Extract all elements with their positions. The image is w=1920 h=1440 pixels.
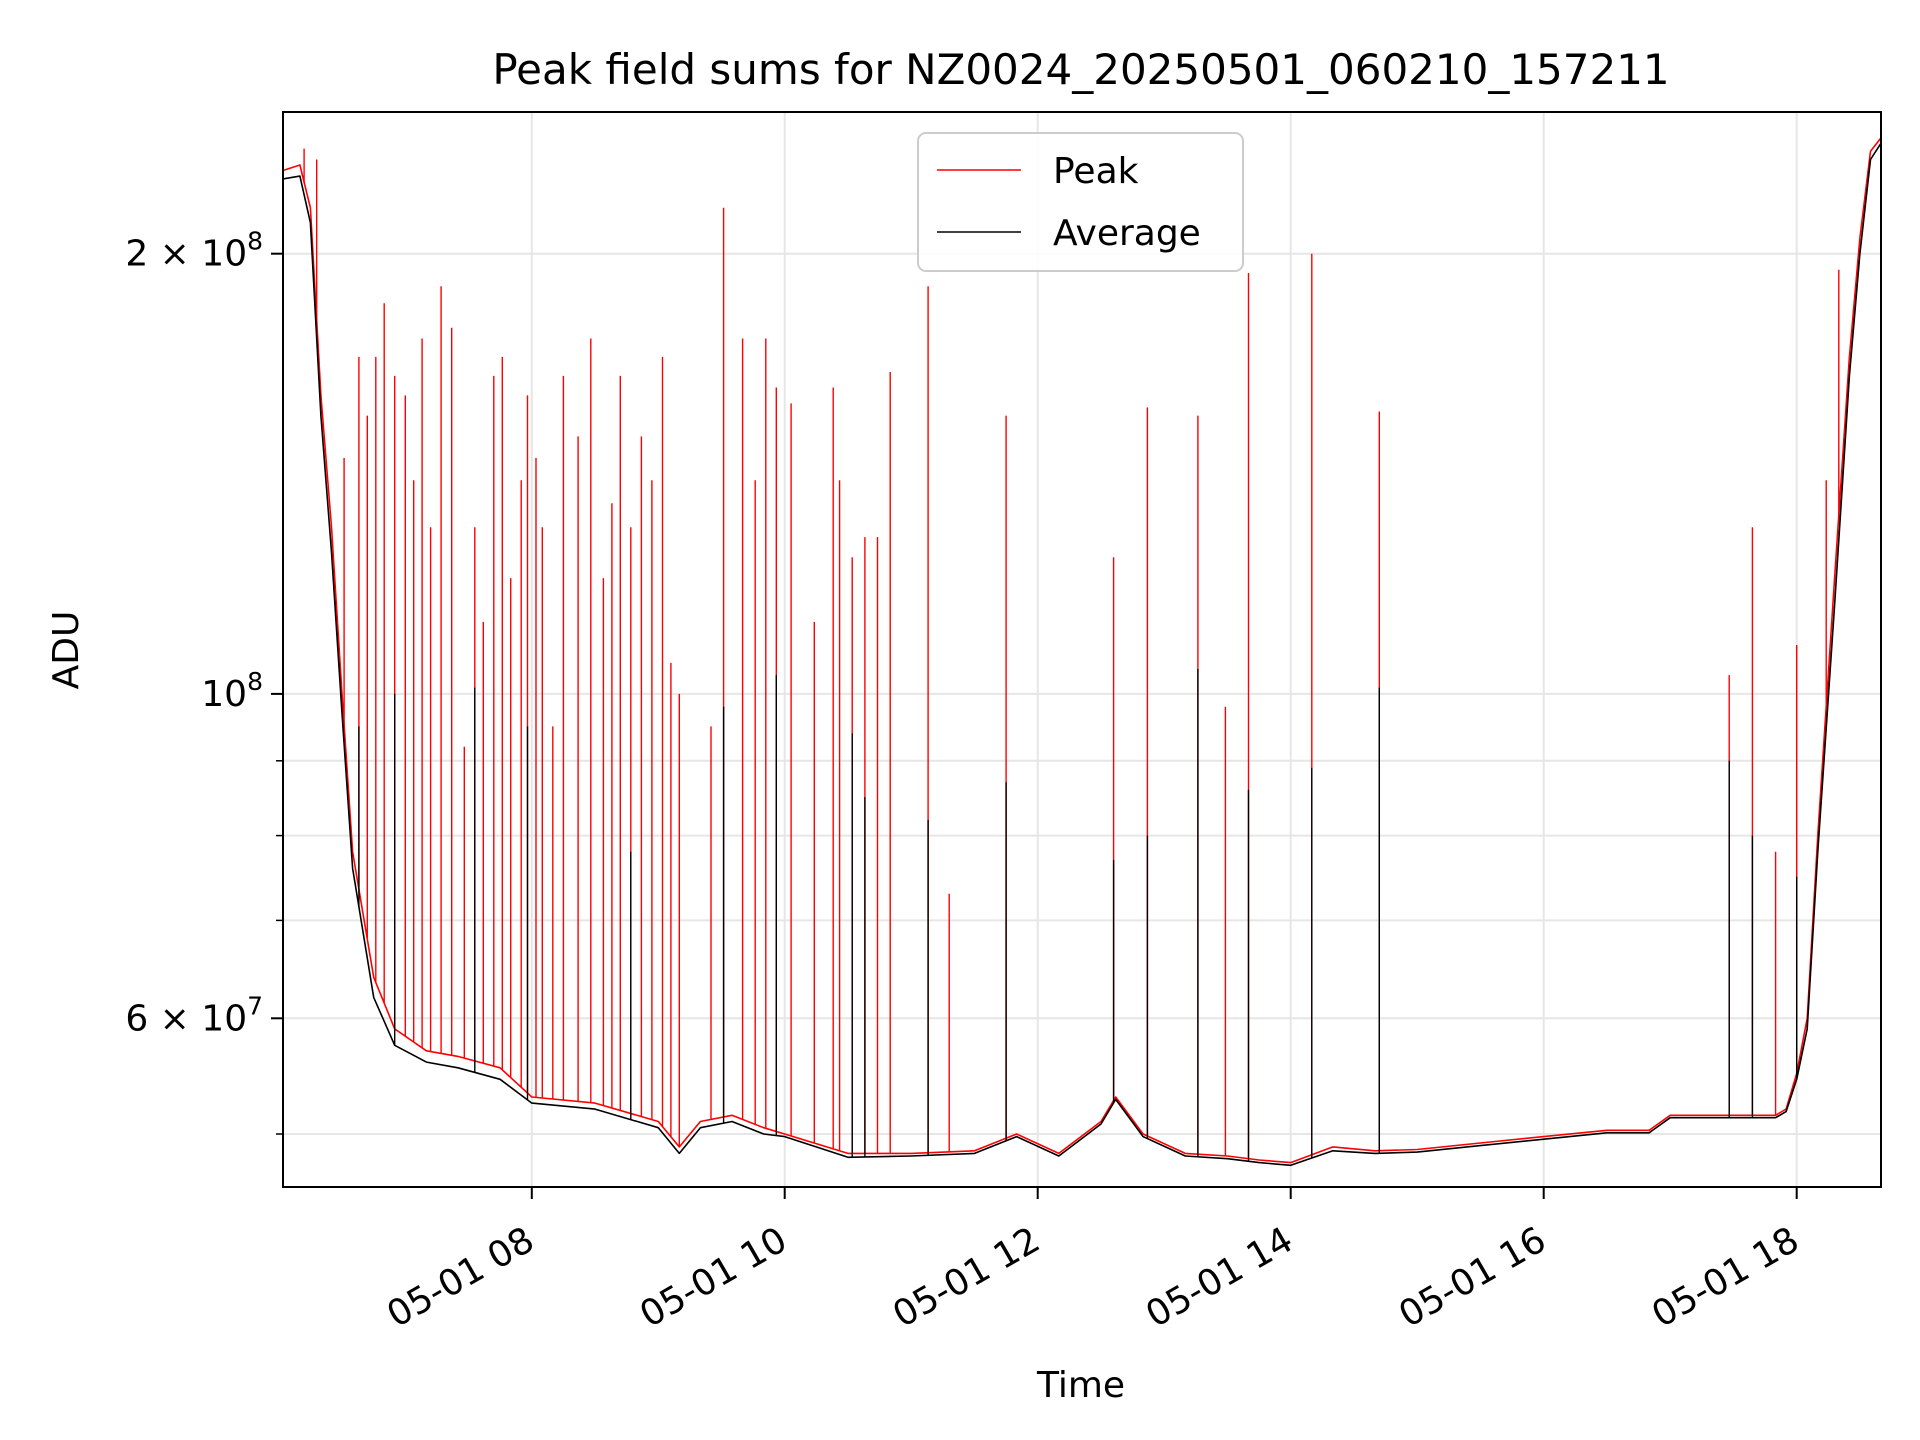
plot-frame <box>282 111 1882 1188</box>
series-average <box>282 142 1882 1167</box>
y-axis-label: ADU <box>46 611 87 690</box>
series-line-average <box>282 142 1882 1167</box>
series-line-peak <box>282 137 1882 1164</box>
grid-lines <box>283 112 1881 1187</box>
chart-title: Peak field sums for NZ0024_20250501_0602… <box>492 45 1669 94</box>
legend-label-peak: Peak <box>1053 151 1139 192</box>
y-tick-label: 108 <box>201 667 263 715</box>
legend-box <box>917 132 1244 272</box>
series-layer <box>282 137 1882 1167</box>
legend-label-average: Average <box>1053 213 1201 254</box>
legend: Peak Average <box>917 132 1244 272</box>
y-tick-label: 2 × 108 <box>125 227 263 275</box>
y-tick-label: 6 × 107 <box>125 991 263 1039</box>
y-axis: 2 × 108 108 6 × 107 <box>125 227 283 1135</box>
x-axis-label: Time <box>1036 1365 1125 1406</box>
